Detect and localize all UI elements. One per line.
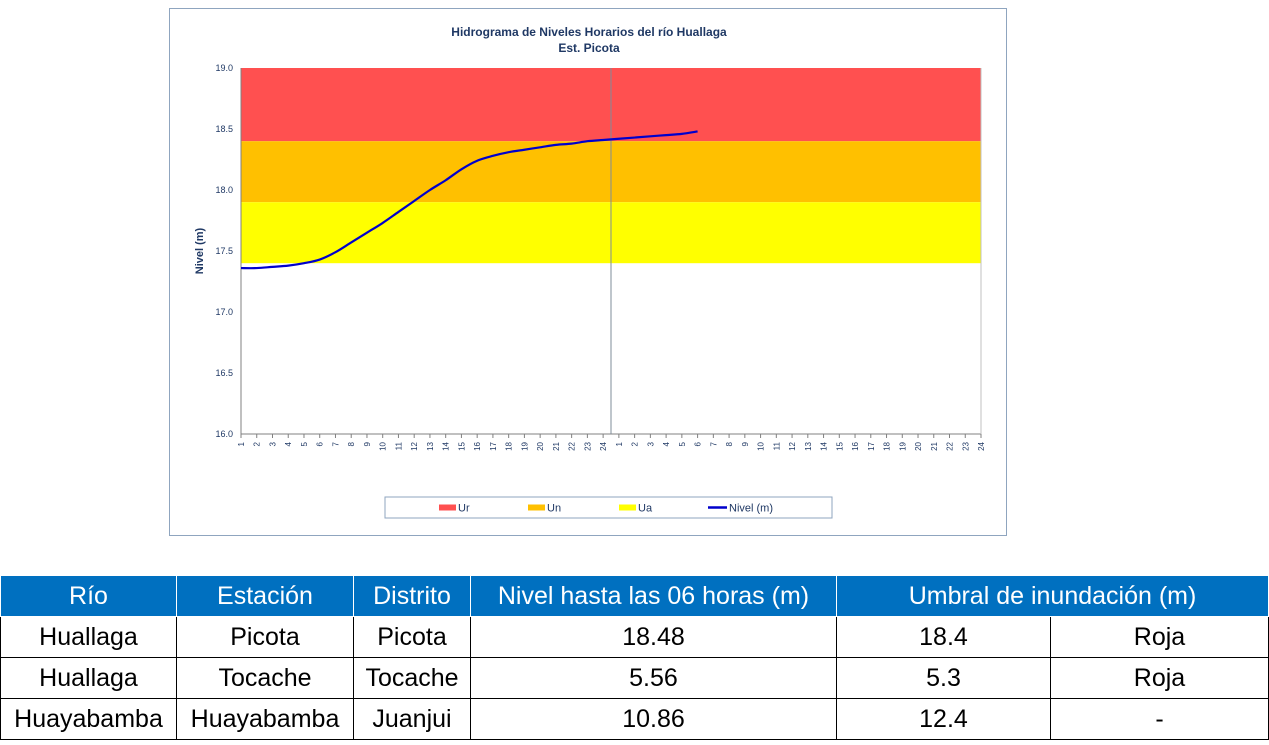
x-tick-label: 7	[709, 441, 718, 446]
x-tick-label: 3	[268, 441, 277, 446]
x-tick-label: 23	[961, 441, 970, 450]
x-tick-label: 22	[568, 441, 577, 450]
x-tick-label: 22	[946, 441, 955, 450]
x-tick-label: 11	[394, 441, 403, 450]
cell-distrito: Picota	[353, 616, 471, 658]
x-tick-label: 14	[442, 441, 451, 450]
x-tick-label: 13	[426, 441, 435, 450]
x-tick-label: 16	[851, 441, 860, 450]
cell-distrito: Juanjui	[353, 698, 471, 740]
x-tick-label: 24	[599, 441, 608, 450]
cell-estacion: Picota	[176, 616, 354, 658]
x-tick-label: 15	[835, 441, 844, 450]
table-row: Huallaga Tocache Tocache 5.56 5.3 Roja	[0, 657, 1269, 699]
legend-box	[384, 496, 833, 519]
y-tick-label: 16.5	[215, 368, 233, 378]
x-tick-label: 23	[583, 441, 592, 450]
cell-alerta: -	[1050, 698, 1269, 740]
x-tick-label: 10	[757, 441, 766, 450]
cell-alerta: Roja	[1050, 657, 1269, 699]
x-tick-label: 17	[867, 441, 876, 450]
cell-umbral: 5.3	[836, 657, 1051, 699]
x-tick-label: 17	[489, 441, 498, 450]
x-tick-label: 5	[678, 441, 687, 446]
x-tick-label: 6	[694, 441, 703, 446]
cell-distrito: Tocache	[353, 657, 471, 699]
x-tick-label: 1	[615, 441, 624, 446]
table-header-row: Río Estación Distrito Nivel hasta las 06…	[0, 575, 1269, 617]
legend-label: Un	[547, 503, 561, 515]
x-tick-label: 13	[804, 441, 813, 450]
table-row: Huallaga Picota Picota 18.48 18.4 Roja	[0, 616, 1269, 658]
x-tick-label: 2	[631, 441, 640, 446]
hydrograph-chart: Hidrograma de Niveles Horarios del río H…	[194, 25, 986, 519]
x-tick-label: 2	[253, 441, 262, 446]
x-tick-label: 1	[237, 441, 246, 446]
cell-alerta: Roja	[1050, 616, 1269, 658]
chart-title: Hidrograma de Niveles Horarios del río H…	[451, 25, 727, 39]
x-tick-label: 9	[741, 441, 750, 446]
x-tick-label: 21	[930, 441, 939, 450]
river-level-table: Río Estación Distrito Nivel hasta las 06…	[0, 575, 1269, 740]
cell-rio: Huayabamba	[0, 698, 177, 740]
legend-swatch-ua	[619, 504, 636, 511]
x-tick-label: 16	[473, 441, 482, 450]
x-tick-label: 11	[772, 441, 781, 450]
legend-swatch-un	[528, 504, 545, 511]
x-tick-label: 3	[646, 441, 655, 446]
y-tick-label: 18.5	[215, 124, 233, 134]
x-tick-label: 15	[457, 441, 466, 450]
x-tick-label: 10	[379, 441, 388, 450]
cell-umbral: 18.4	[836, 616, 1051, 658]
header-nivel: Nivel hasta las 06 horas (m)	[470, 575, 837, 617]
cell-estacion: Huayabamba	[176, 698, 354, 740]
x-tick-label: 19	[520, 441, 529, 450]
x-tick-label: 12	[788, 441, 797, 450]
legend-label: Ua	[638, 503, 653, 515]
cell-umbral: 12.4	[836, 698, 1051, 740]
cell-nivel: 18.48	[470, 616, 837, 658]
cell-nivel: 10.86	[470, 698, 837, 740]
y-tick-label: 19.0	[215, 63, 233, 73]
x-tick-label: 9	[363, 441, 372, 446]
y-tick-label: 17.0	[215, 307, 233, 317]
x-tick-label: 20	[536, 441, 545, 450]
x-tick-label: 18	[505, 441, 514, 450]
chart-subtitle: Est. Picota	[558, 41, 620, 55]
x-tick-label: 14	[820, 441, 829, 450]
x-tick-label: 5	[300, 441, 309, 446]
x-tick-label: 21	[552, 441, 561, 450]
x-tick-label: 4	[284, 441, 293, 446]
y-tick-label: 18.0	[215, 185, 233, 195]
x-tick-label: 19	[898, 441, 907, 450]
header-estacion: Estación	[176, 575, 354, 617]
y-tick-label: 16.0	[215, 429, 233, 439]
x-tick-label: 4	[662, 441, 671, 446]
legend-label: Nivel (m)	[729, 503, 773, 515]
header-umbral: Umbral de inundación (m)	[836, 575, 1269, 617]
header-rio: Río	[0, 575, 177, 617]
cell-rio: Huallaga	[0, 616, 177, 658]
cell-nivel: 5.56	[470, 657, 837, 699]
cell-rio: Huallaga	[0, 657, 177, 699]
legend-label: Ur	[458, 503, 470, 515]
y-axis-label: Nivel (m)	[194, 227, 206, 274]
series-line-nivel	[240, 130, 698, 270]
table-row: Huayabamba Huayabamba Juanjui 10.86 12.4…	[0, 698, 1269, 740]
x-tick-label: 20	[914, 441, 923, 450]
x-tick-label: 8	[725, 441, 734, 446]
cell-estacion: Tocache	[176, 657, 354, 699]
x-tick-label: 8	[347, 441, 356, 446]
header-distrito: Distrito	[353, 575, 471, 617]
x-tick-label: 7	[331, 441, 340, 446]
x-tick-label: 12	[410, 441, 419, 450]
y-tick-label: 17.5	[215, 246, 233, 256]
x-tick-label: 18	[883, 441, 892, 450]
x-tick-label: 24	[977, 441, 986, 450]
x-tick-label: 6	[316, 441, 325, 446]
legend-swatch-ur	[439, 504, 456, 511]
chart-panel: Hidrograma de Niveles Horarios del río H…	[169, 8, 1007, 536]
